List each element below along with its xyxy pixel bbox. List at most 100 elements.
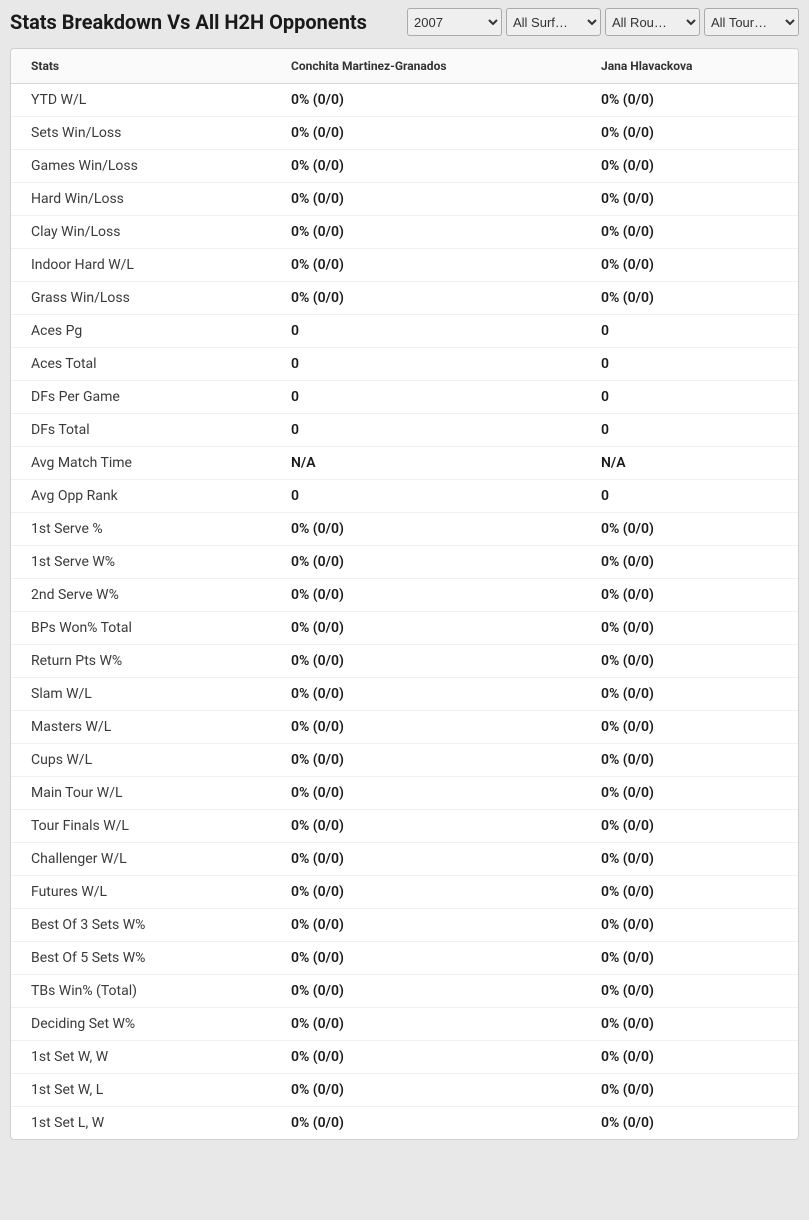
player2-value: 0% (0/0) [581,975,798,1008]
player2-value: 0% (0/0) [581,876,798,909]
stat-label: Best Of 5 Sets W% [11,942,271,975]
tour-select[interactable]: All Tour… [704,8,799,36]
player2-value: 0% (0/0) [581,810,798,843]
player1-value: 0% (0/0) [271,1008,581,1041]
table-row: Sets Win/Loss0% (0/0)0% (0/0) [11,117,798,150]
stat-label: Avg Opp Rank [11,480,271,513]
table-row: YTD W/L0% (0/0)0% (0/0) [11,84,798,117]
table-row: 1st Serve %0% (0/0)0% (0/0) [11,513,798,546]
stat-label: 1st Set L, W [11,1107,271,1140]
table-row: Games Win/Loss0% (0/0)0% (0/0) [11,150,798,183]
stat-label: DFs Per Game [11,381,271,414]
table-row: BPs Won% Total0% (0/0)0% (0/0) [11,612,798,645]
stat-label: Clay Win/Loss [11,216,271,249]
table-row: Return Pts W%0% (0/0)0% (0/0) [11,645,798,678]
stat-label: YTD W/L [11,84,271,117]
player2-value: 0% (0/0) [581,711,798,744]
table-row: 2nd Serve W%0% (0/0)0% (0/0) [11,579,798,612]
player1-value: 0% (0/0) [271,579,581,612]
stat-label: 2nd Serve W% [11,579,271,612]
player1-value: 0% (0/0) [271,1107,581,1140]
table-row: Slam W/L0% (0/0)0% (0/0) [11,678,798,711]
stat-label: Cups W/L [11,744,271,777]
stat-label: Masters W/L [11,711,271,744]
table-row: Cups W/L0% (0/0)0% (0/0) [11,744,798,777]
header-bar: Stats Breakdown Vs All H2H Opponents 200… [0,0,809,44]
stat-label: 1st Set W, W [11,1041,271,1074]
player1-value: 0 [271,348,581,381]
player2-value: 0 [581,480,798,513]
table-row: Tour Finals W/L0% (0/0)0% (0/0) [11,810,798,843]
table-row: 1st Serve W%0% (0/0)0% (0/0) [11,546,798,579]
surface-select[interactable]: All Surf… [506,8,601,36]
player1-value: 0% (0/0) [271,975,581,1008]
table-row: Aces Pg00 [11,315,798,348]
stat-label: Slam W/L [11,678,271,711]
stat-label: Return Pts W% [11,645,271,678]
stat-label: Main Tour W/L [11,777,271,810]
player2-value: 0% (0/0) [581,1041,798,1074]
player1-value: 0% (0/0) [271,150,581,183]
player1-value: 0% (0/0) [271,843,581,876]
table-row: Clay Win/Loss0% (0/0)0% (0/0) [11,216,798,249]
page-title: Stats Breakdown Vs All H2H Opponents [10,10,367,34]
player1-value: 0% (0/0) [271,777,581,810]
stat-label: Futures W/L [11,876,271,909]
player1-value: 0% (0/0) [271,909,581,942]
player2-value: 0% (0/0) [581,744,798,777]
player2-value: 0% (0/0) [581,546,798,579]
player1-value: 0% (0/0) [271,183,581,216]
player2-value: 0% (0/0) [581,513,798,546]
player1-value: 0% (0/0) [271,645,581,678]
table-row: Futures W/L0% (0/0)0% (0/0) [11,876,798,909]
player2-value: 0 [581,414,798,447]
table-row: 1st Set W, W0% (0/0)0% (0/0) [11,1041,798,1074]
table-row: 1st Set L, W0% (0/0)0% (0/0) [11,1107,798,1140]
player2-value: 0% (0/0) [581,249,798,282]
player2-value: 0% (0/0) [581,843,798,876]
player2-value: 0% (0/0) [581,579,798,612]
stat-label: Aces Total [11,348,271,381]
stat-label: Tour Finals W/L [11,810,271,843]
player1-value: 0% (0/0) [271,876,581,909]
stat-label: Challenger W/L [11,843,271,876]
player2-value: N/A [581,447,798,480]
player2-value: 0 [581,348,798,381]
player2-value: 0 [581,381,798,414]
player2-value: 0% (0/0) [581,678,798,711]
stat-label: Best Of 3 Sets W% [11,909,271,942]
player1-value: 0% (0/0) [271,117,581,150]
table-row: Indoor Hard W/L0% (0/0)0% (0/0) [11,249,798,282]
stat-label: Indoor Hard W/L [11,249,271,282]
stat-label: Deciding Set W% [11,1008,271,1041]
table-row: Best Of 5 Sets W%0% (0/0)0% (0/0) [11,942,798,975]
table-row: TBs Win% (Total)0% (0/0)0% (0/0) [11,975,798,1008]
player1-value: 0% (0/0) [271,546,581,579]
player2-value: 0% (0/0) [581,1008,798,1041]
col-header-player2: Jana Hlavackova [581,49,798,84]
col-header-stats: Stats [11,49,271,84]
table-row: Masters W/L0% (0/0)0% (0/0) [11,711,798,744]
stat-label: DFs Total [11,414,271,447]
year-select[interactable]: 2007 [407,8,502,36]
round-select[interactable]: All Rou… [605,8,700,36]
table-row: Hard Win/Loss0% (0/0)0% (0/0) [11,183,798,216]
player1-value: 0% (0/0) [271,942,581,975]
table-row: Grass Win/Loss0% (0/0)0% (0/0) [11,282,798,315]
table-header-row: Stats Conchita Martinez-Granados Jana Hl… [11,49,798,84]
player2-value: 0% (0/0) [581,282,798,315]
stat-label: Hard Win/Loss [11,183,271,216]
stat-label: Aces Pg [11,315,271,348]
player1-value: 0 [271,414,581,447]
player2-value: 0% (0/0) [581,216,798,249]
stat-label: 1st Serve W% [11,546,271,579]
stats-table: Stats Conchita Martinez-Granados Jana Hl… [11,49,798,1139]
table-row: Best Of 3 Sets W%0% (0/0)0% (0/0) [11,909,798,942]
stat-label: Games Win/Loss [11,150,271,183]
stat-label: 1st Set W, L [11,1074,271,1107]
player1-value: 0% (0/0) [271,282,581,315]
player2-value: 0% (0/0) [581,1074,798,1107]
filters-group: 2007 All Surf… All Rou… All Tour… [407,8,799,36]
player1-value: 0% (0/0) [271,744,581,777]
table-row: DFs Per Game00 [11,381,798,414]
